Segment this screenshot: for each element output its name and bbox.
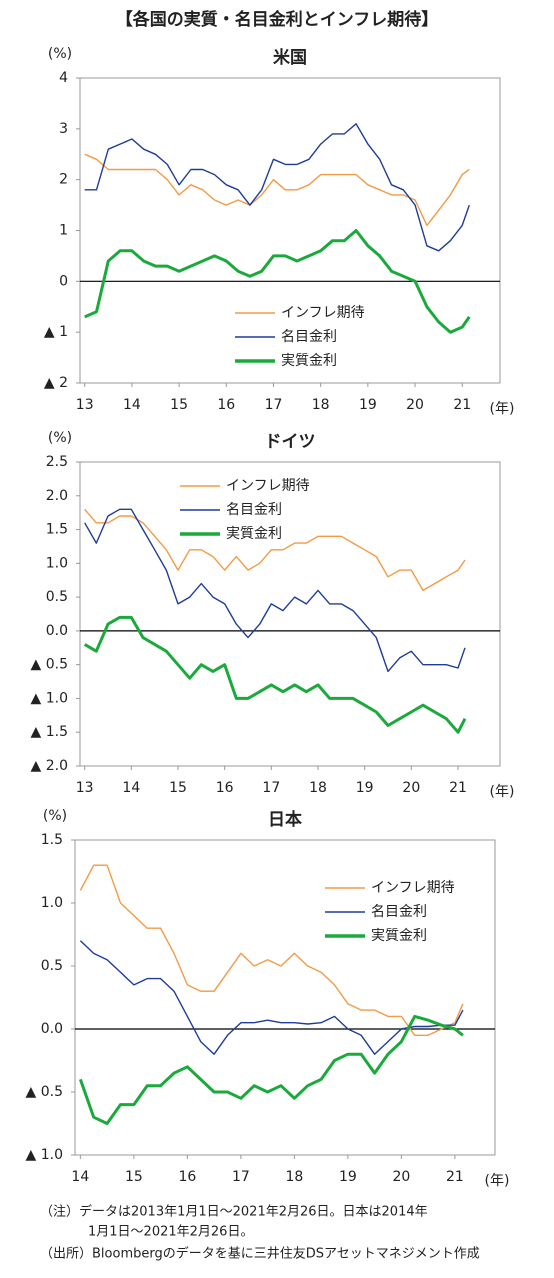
x-tick-label: 21 (446, 1169, 464, 1185)
series-line (78, 1014, 464, 1125)
y-tick-label: ▲ 0.5 (26, 1084, 63, 1100)
x-tick-label: 13 (76, 780, 94, 796)
y-tick-label: ▲ 1 (44, 324, 68, 340)
y-tick-label: 2.0 (46, 488, 68, 504)
legend-label: 名目金利 (371, 904, 427, 920)
y-tick-label: 1.5 (46, 522, 68, 538)
legend-label: インフレ期待 (226, 478, 310, 494)
series-line (84, 508, 466, 673)
y-tick-label: ▲ 1.5 (31, 724, 68, 740)
y-tick-label: 0.5 (46, 589, 68, 605)
y-tick-label: ▲ 1.0 (26, 1147, 63, 1163)
series-line (84, 508, 466, 592)
x-tick-label: 20 (402, 780, 420, 796)
series-line (79, 940, 464, 1055)
y-tick-label: 2.5 (46, 454, 68, 470)
y-tick-label: ▲ 1.0 (31, 690, 68, 706)
y-tick-label: 0.0 (41, 1021, 63, 1037)
y-tick-label: 1 (59, 223, 68, 239)
x-tick-label: 18 (285, 1169, 303, 1185)
note: （注）データは2013年1月1日～2021年2月26日。日本は2014年 (40, 1204, 428, 1220)
legend-label: 実質金利 (371, 928, 427, 944)
series-line (84, 123, 470, 252)
y-tick-label: 1.0 (41, 895, 63, 911)
y-tick-label: 4 (59, 70, 68, 86)
y-tick-label: 0.0 (46, 623, 68, 639)
y-tick-label: 0.5 (41, 958, 63, 974)
y-tick-label: 3 (59, 121, 68, 137)
x-tick-label: 17 (262, 780, 280, 796)
x-tick-label: 19 (359, 397, 377, 413)
y-axis-label: (%) (48, 46, 72, 62)
legend-label: 名目金利 (281, 329, 337, 345)
page-title: 【各国の実質・名目金利とインフレ期待】 (116, 9, 439, 30)
x-axis-label: (年) (490, 784, 515, 800)
chart-title: 日本 (268, 809, 302, 830)
legend-label: インフレ期待 (281, 305, 365, 321)
x-tick-label: 15 (125, 1169, 143, 1185)
x-tick-label: 16 (217, 397, 235, 413)
y-tick-label: ▲ 2.0 (31, 758, 68, 774)
chart-title: ドイツ (265, 432, 316, 452)
x-tick-label: 21 (449, 780, 467, 796)
x-tick-label: 16 (216, 780, 234, 796)
y-tick-label: ▲ 0.5 (31, 657, 68, 673)
x-tick-label: 14 (122, 780, 140, 796)
x-tick-label: 17 (265, 397, 283, 413)
x-tick-label: 14 (71, 1169, 89, 1185)
legend-label: インフレ期待 (371, 880, 455, 896)
chart-title: 米国 (273, 47, 307, 68)
series-line (84, 153, 470, 227)
x-tick-label: 19 (339, 1169, 357, 1185)
x-axis-label: (年) (490, 401, 515, 417)
x-tick-label: 13 (76, 397, 94, 413)
x-tick-label: 18 (309, 780, 327, 796)
x-tick-label: 15 (170, 397, 188, 413)
x-tick-label: 20 (406, 397, 424, 413)
plot-frame (79, 461, 501, 767)
note: （出所）Bloombergのデータを基に三井住友DSアセットマネジメント作成 (40, 1246, 480, 1262)
y-tick-label: 1.0 (46, 555, 68, 571)
plot-frame (74, 839, 496, 1156)
legend-label: 名目金利 (226, 502, 282, 518)
x-tick-label: 17 (232, 1169, 250, 1185)
legend-label: 実質金利 (226, 526, 282, 542)
y-tick-label: 0 (59, 273, 68, 289)
y-tick-label: 1.5 (41, 832, 63, 848)
x-axis-label: (年) (485, 1173, 510, 1189)
x-tick-label: 19 (356, 780, 374, 796)
x-tick-label: 16 (178, 1169, 196, 1185)
series-line (79, 864, 464, 1036)
legend-label: 実質金利 (281, 353, 337, 369)
x-tick-label: 20 (392, 1169, 410, 1185)
series-line (83, 615, 467, 734)
x-tick-label: 18 (312, 397, 330, 413)
y-tick-label: 2 (59, 172, 68, 188)
y-axis-label: (%) (48, 430, 72, 446)
y-tick-label: ▲ 2 (44, 375, 68, 391)
x-tick-label: 14 (123, 397, 141, 413)
series-line (84, 229, 471, 334)
x-tick-label: 21 (453, 397, 471, 413)
y-axis-label: (%) (43, 808, 67, 824)
x-tick-label: 15 (169, 780, 187, 796)
note: 1月1日～2021年2月26日。 (88, 1225, 253, 1240)
